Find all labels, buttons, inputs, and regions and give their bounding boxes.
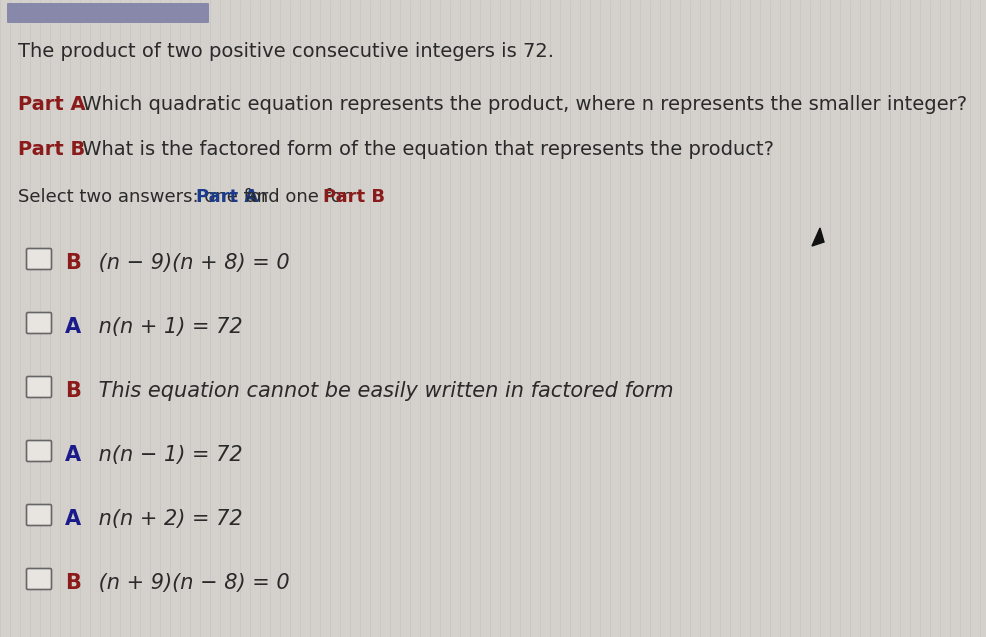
FancyBboxPatch shape	[27, 248, 51, 269]
Text: Which quadratic equation represents the product, where n represents the smaller : Which quadratic equation represents the …	[76, 95, 967, 114]
Text: Part A: Part A	[18, 95, 86, 114]
Text: (n − 9)(n + 8) = 0: (n − 9)(n + 8) = 0	[92, 253, 290, 273]
Text: and one for: and one for	[240, 188, 355, 206]
Text: A: A	[65, 445, 81, 465]
Text: (n + 9)(n − 8) = 0: (n + 9)(n − 8) = 0	[92, 573, 290, 593]
Text: The product of two positive consecutive integers is 72.: The product of two positive consecutive …	[18, 42, 554, 61]
Text: This equation cannot be easily written in factored form: This equation cannot be easily written i…	[92, 381, 673, 401]
Text: B: B	[65, 573, 81, 593]
Text: What is the factored form of the equation that represents the product?: What is the factored form of the equatio…	[76, 140, 774, 159]
Text: Part A: Part A	[196, 188, 258, 206]
Text: B: B	[65, 253, 81, 273]
Text: B: B	[65, 381, 81, 401]
FancyBboxPatch shape	[27, 313, 51, 334]
Text: n(n + 1) = 72: n(n + 1) = 72	[92, 317, 243, 337]
Text: Select two answers: one for: Select two answers: one for	[18, 188, 274, 206]
Text: Part B: Part B	[18, 140, 85, 159]
FancyBboxPatch shape	[27, 568, 51, 589]
FancyBboxPatch shape	[27, 505, 51, 526]
Text: A: A	[65, 317, 81, 337]
Text: A: A	[65, 509, 81, 529]
Polygon shape	[812, 228, 824, 246]
Text: n(n − 1) = 72: n(n − 1) = 72	[92, 445, 243, 465]
Text: Part B: Part B	[323, 188, 385, 206]
FancyBboxPatch shape	[27, 376, 51, 397]
Text: n(n + 2) = 72: n(n + 2) = 72	[92, 509, 243, 529]
FancyBboxPatch shape	[7, 3, 209, 23]
FancyBboxPatch shape	[27, 441, 51, 461]
